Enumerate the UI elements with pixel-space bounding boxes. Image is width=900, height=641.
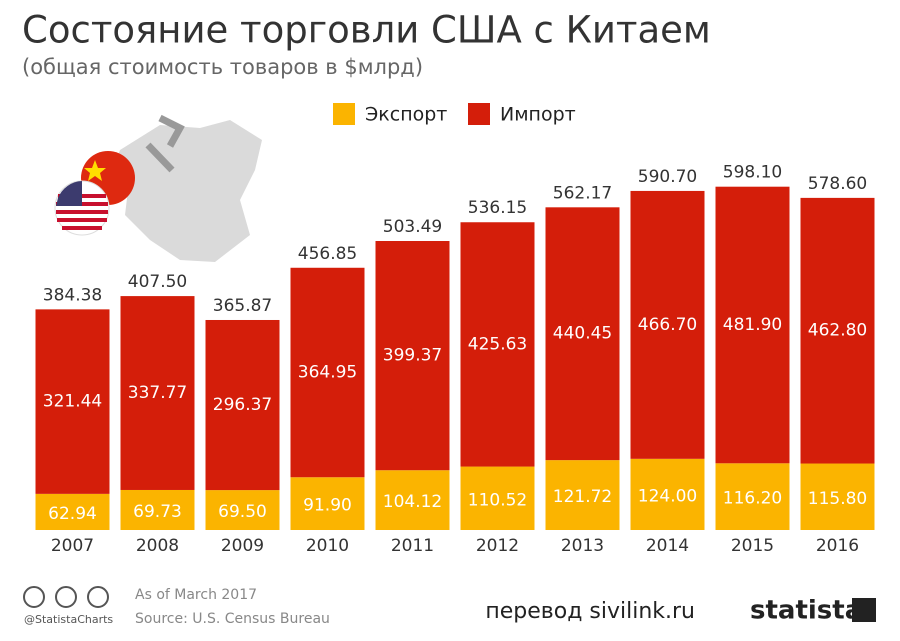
- total-label: 536.15: [468, 198, 527, 218]
- icon-cc: [23, 586, 45, 608]
- value-label: 91.90: [303, 496, 352, 516]
- value-label: 116.20: [723, 489, 782, 509]
- note: As of March 2017: [135, 587, 257, 603]
- bar-segment: [715, 186, 790, 464]
- bar-segment: [800, 197, 875, 464]
- total-label: 384.38: [43, 285, 102, 305]
- bar-segment: [630, 190, 705, 459]
- bar-segment: [290, 477, 365, 530]
- total-label: 365.87: [213, 296, 272, 316]
- bar-segment: [460, 222, 535, 467]
- bar-segment: [120, 296, 195, 490]
- value-label: 115.80: [808, 489, 867, 509]
- total-label: 598.10: [723, 163, 782, 183]
- total-label: 562.17: [553, 183, 612, 203]
- icon-by: [55, 586, 77, 608]
- value-label: 364.95: [298, 363, 357, 383]
- value-label: 62.94: [48, 504, 97, 524]
- bar-segment: [715, 463, 790, 530]
- total-label: 503.49: [383, 217, 442, 237]
- footer-icons: [23, 586, 109, 608]
- x-tick-label: 2010: [306, 536, 349, 556]
- legend-label: Импорт: [500, 104, 576, 126]
- value-label: 110.52: [468, 490, 527, 510]
- value-label: 321.44: [43, 392, 102, 412]
- icon-nd: [87, 586, 109, 608]
- total-label: 578.60: [808, 174, 867, 194]
- value-label: 124.00: [638, 486, 697, 506]
- value-label: 69.73: [133, 502, 182, 522]
- value-label: 104.12: [383, 492, 442, 512]
- illustration: [54, 114, 262, 262]
- bar-segment: [205, 319, 280, 491]
- flag-star: [84, 160, 106, 181]
- bar-segment: [545, 460, 620, 530]
- chart-subtitle: (общая стоимость товаров в $млрд): [22, 55, 423, 79]
- bar-segment: [35, 493, 110, 530]
- value-label: 462.80: [808, 321, 867, 341]
- legend-label: Экспорт: [365, 104, 447, 126]
- bar-segment: [35, 309, 110, 494]
- value-label: 481.90: [723, 315, 782, 335]
- flag-canton: [56, 181, 82, 206]
- legend-swatch: [333, 103, 355, 125]
- x-tick-label: 2011: [391, 536, 434, 556]
- total-label: 590.70: [638, 167, 697, 187]
- x-tick-label: 2012: [476, 536, 519, 556]
- total-label: 456.85: [298, 244, 357, 264]
- bar-segment: [120, 489, 195, 530]
- brand: statista: [750, 596, 862, 626]
- value-label: 337.77: [128, 383, 187, 403]
- bar-segment: [205, 490, 280, 530]
- brand-logo: [852, 598, 876, 622]
- credit: @StatistaCharts: [24, 613, 113, 626]
- value-label: 69.50: [218, 502, 267, 522]
- value-label: 425.63: [468, 334, 527, 354]
- x-tick-label: 2007: [51, 536, 94, 556]
- value-label: 399.37: [383, 346, 442, 366]
- bar-segment: [800, 463, 875, 530]
- translation: перевод sivilink.ru: [485, 599, 695, 624]
- bar-segment: [545, 207, 620, 461]
- value-label: 296.37: [213, 395, 272, 415]
- x-tick-label: 2009: [221, 536, 264, 556]
- x-tick-label: 2008: [136, 536, 179, 556]
- value-label: 121.72: [553, 487, 612, 507]
- x-tick-label: 2013: [561, 536, 604, 556]
- legend-swatch: [468, 103, 490, 125]
- source: Source: U.S. Census Bureau: [135, 611, 330, 627]
- chart-title: Состояние торговли США с Китаем: [22, 9, 711, 52]
- bar-segment: [375, 240, 450, 471]
- x-tick-label: 2014: [646, 536, 689, 556]
- value-label: 440.45: [553, 324, 612, 344]
- value-label: 466.70: [638, 315, 697, 335]
- map-shape: [110, 120, 262, 262]
- total-label: 407.50: [128, 272, 187, 292]
- bar-segment: [630, 458, 705, 530]
- bar-segment: [375, 470, 450, 530]
- x-tick-label: 2016: [816, 536, 859, 556]
- bar-segment: [460, 466, 535, 530]
- bar-segment: [290, 267, 365, 478]
- x-tick-label: 2015: [731, 536, 774, 556]
- arrows: [145, 114, 185, 173]
